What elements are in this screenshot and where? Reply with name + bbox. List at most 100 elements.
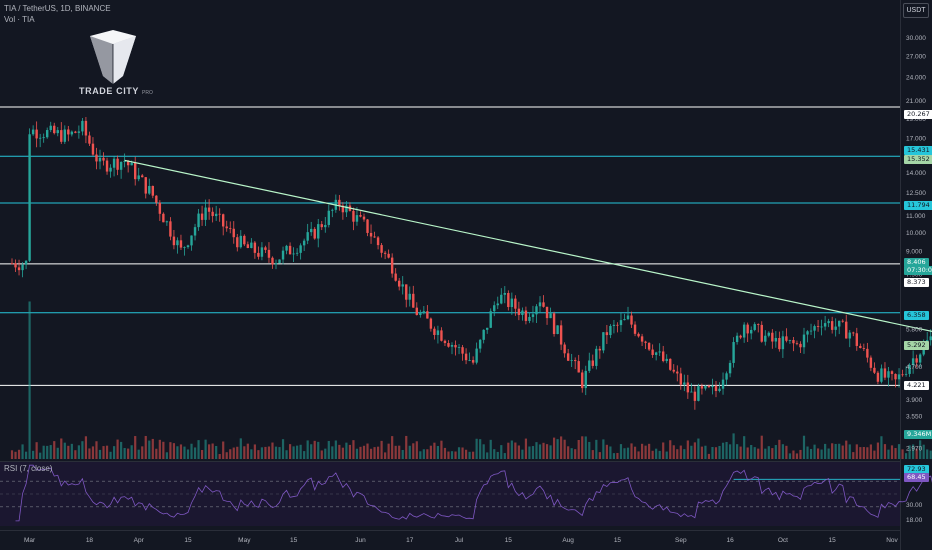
volume-bar (32, 450, 35, 459)
volume-bar (827, 448, 830, 459)
volume-bar (556, 439, 559, 459)
candle (243, 235, 246, 245)
volume-bar (626, 447, 630, 459)
candle (306, 232, 309, 241)
volume-bar (162, 441, 165, 459)
price-axis-tick: 4.700 (906, 364, 923, 371)
price-axis-tick: 9.000 (906, 249, 923, 256)
candle (134, 162, 137, 180)
candle (246, 244, 250, 249)
candle (866, 348, 869, 358)
candle (894, 373, 897, 380)
volume-bar (728, 444, 732, 459)
candle (750, 329, 753, 334)
candle (897, 374, 901, 380)
candle (598, 348, 602, 351)
volume-bar (373, 447, 376, 459)
candle (602, 332, 605, 351)
candle (774, 337, 778, 342)
candle (830, 321, 834, 330)
volume-bar (109, 451, 112, 459)
volume-bar (570, 448, 573, 459)
candle (647, 342, 651, 350)
volume-bar (482, 444, 485, 459)
candle (454, 344, 457, 348)
volume-bar (158, 439, 161, 459)
volume-bar (359, 446, 362, 459)
candle (236, 237, 239, 248)
candle (757, 324, 760, 325)
candle (556, 325, 559, 335)
candle (204, 207, 207, 220)
volume-bar (366, 443, 369, 459)
volume-bar (398, 445, 401, 459)
currency-button[interactable]: USDT (903, 3, 929, 18)
candle (394, 273, 397, 281)
candle (109, 167, 112, 172)
time-axis-tick: Aug (562, 537, 574, 544)
candle (676, 371, 679, 374)
candle (588, 360, 591, 371)
candle (760, 324, 763, 342)
volume-bar (816, 448, 820, 459)
candle (605, 332, 609, 336)
volume-bar (21, 444, 24, 459)
volume-bar (299, 444, 302, 459)
volume-bar (257, 450, 260, 459)
volume-bar (475, 438, 478, 459)
time-axis-tick: 15 (829, 537, 837, 544)
candle (250, 242, 253, 249)
time-axis-tick: Sep (675, 537, 687, 544)
volume-bar (496, 451, 499, 459)
candle (419, 313, 422, 315)
volume-bar (746, 447, 749, 459)
volume-bar (876, 442, 880, 459)
time-axis-tick: Jun (355, 537, 366, 544)
candle (771, 332, 774, 342)
volume-bar (369, 448, 373, 459)
candle (845, 321, 848, 339)
candle (274, 263, 278, 265)
candle (806, 331, 809, 335)
candle (42, 137, 45, 139)
volume-bar (595, 439, 598, 459)
volume-bar (63, 442, 66, 459)
volume-bar (602, 439, 605, 459)
price-badge: 15.352 (904, 155, 932, 164)
candle (746, 324, 749, 334)
volume-bar (679, 445, 682, 459)
price-axis-tick: 14.000 (906, 170, 926, 177)
volume-bar (17, 449, 21, 459)
volume-bar (630, 443, 633, 459)
volume-bar (281, 439, 285, 459)
candle (862, 348, 866, 349)
candle (549, 313, 552, 319)
volume-bar (267, 446, 271, 459)
volume-bar (560, 436, 563, 459)
candle (232, 228, 235, 238)
volume-bar (193, 447, 197, 459)
candle (49, 125, 52, 131)
volume-bar (334, 440, 337, 459)
volume-bar (179, 444, 183, 459)
volume-bar (271, 442, 274, 459)
volume-bar (904, 453, 908, 459)
candle (813, 326, 816, 331)
logo-wordmark: TRADE CITY PRO (79, 86, 153, 96)
volume-bar (479, 439, 482, 459)
candle (630, 315, 633, 325)
volume-bar (567, 446, 570, 459)
candle (313, 228, 316, 239)
volume-bar (552, 437, 556, 459)
candle (376, 237, 380, 246)
volume-bar (750, 445, 753, 459)
volume-bar (859, 447, 862, 459)
candle (84, 120, 88, 136)
candle (412, 293, 415, 308)
candle (640, 336, 644, 342)
candle (81, 120, 84, 132)
candle (186, 245, 190, 248)
price-axis-tick: 24.000 (906, 74, 926, 81)
volume-bar (376, 446, 380, 459)
